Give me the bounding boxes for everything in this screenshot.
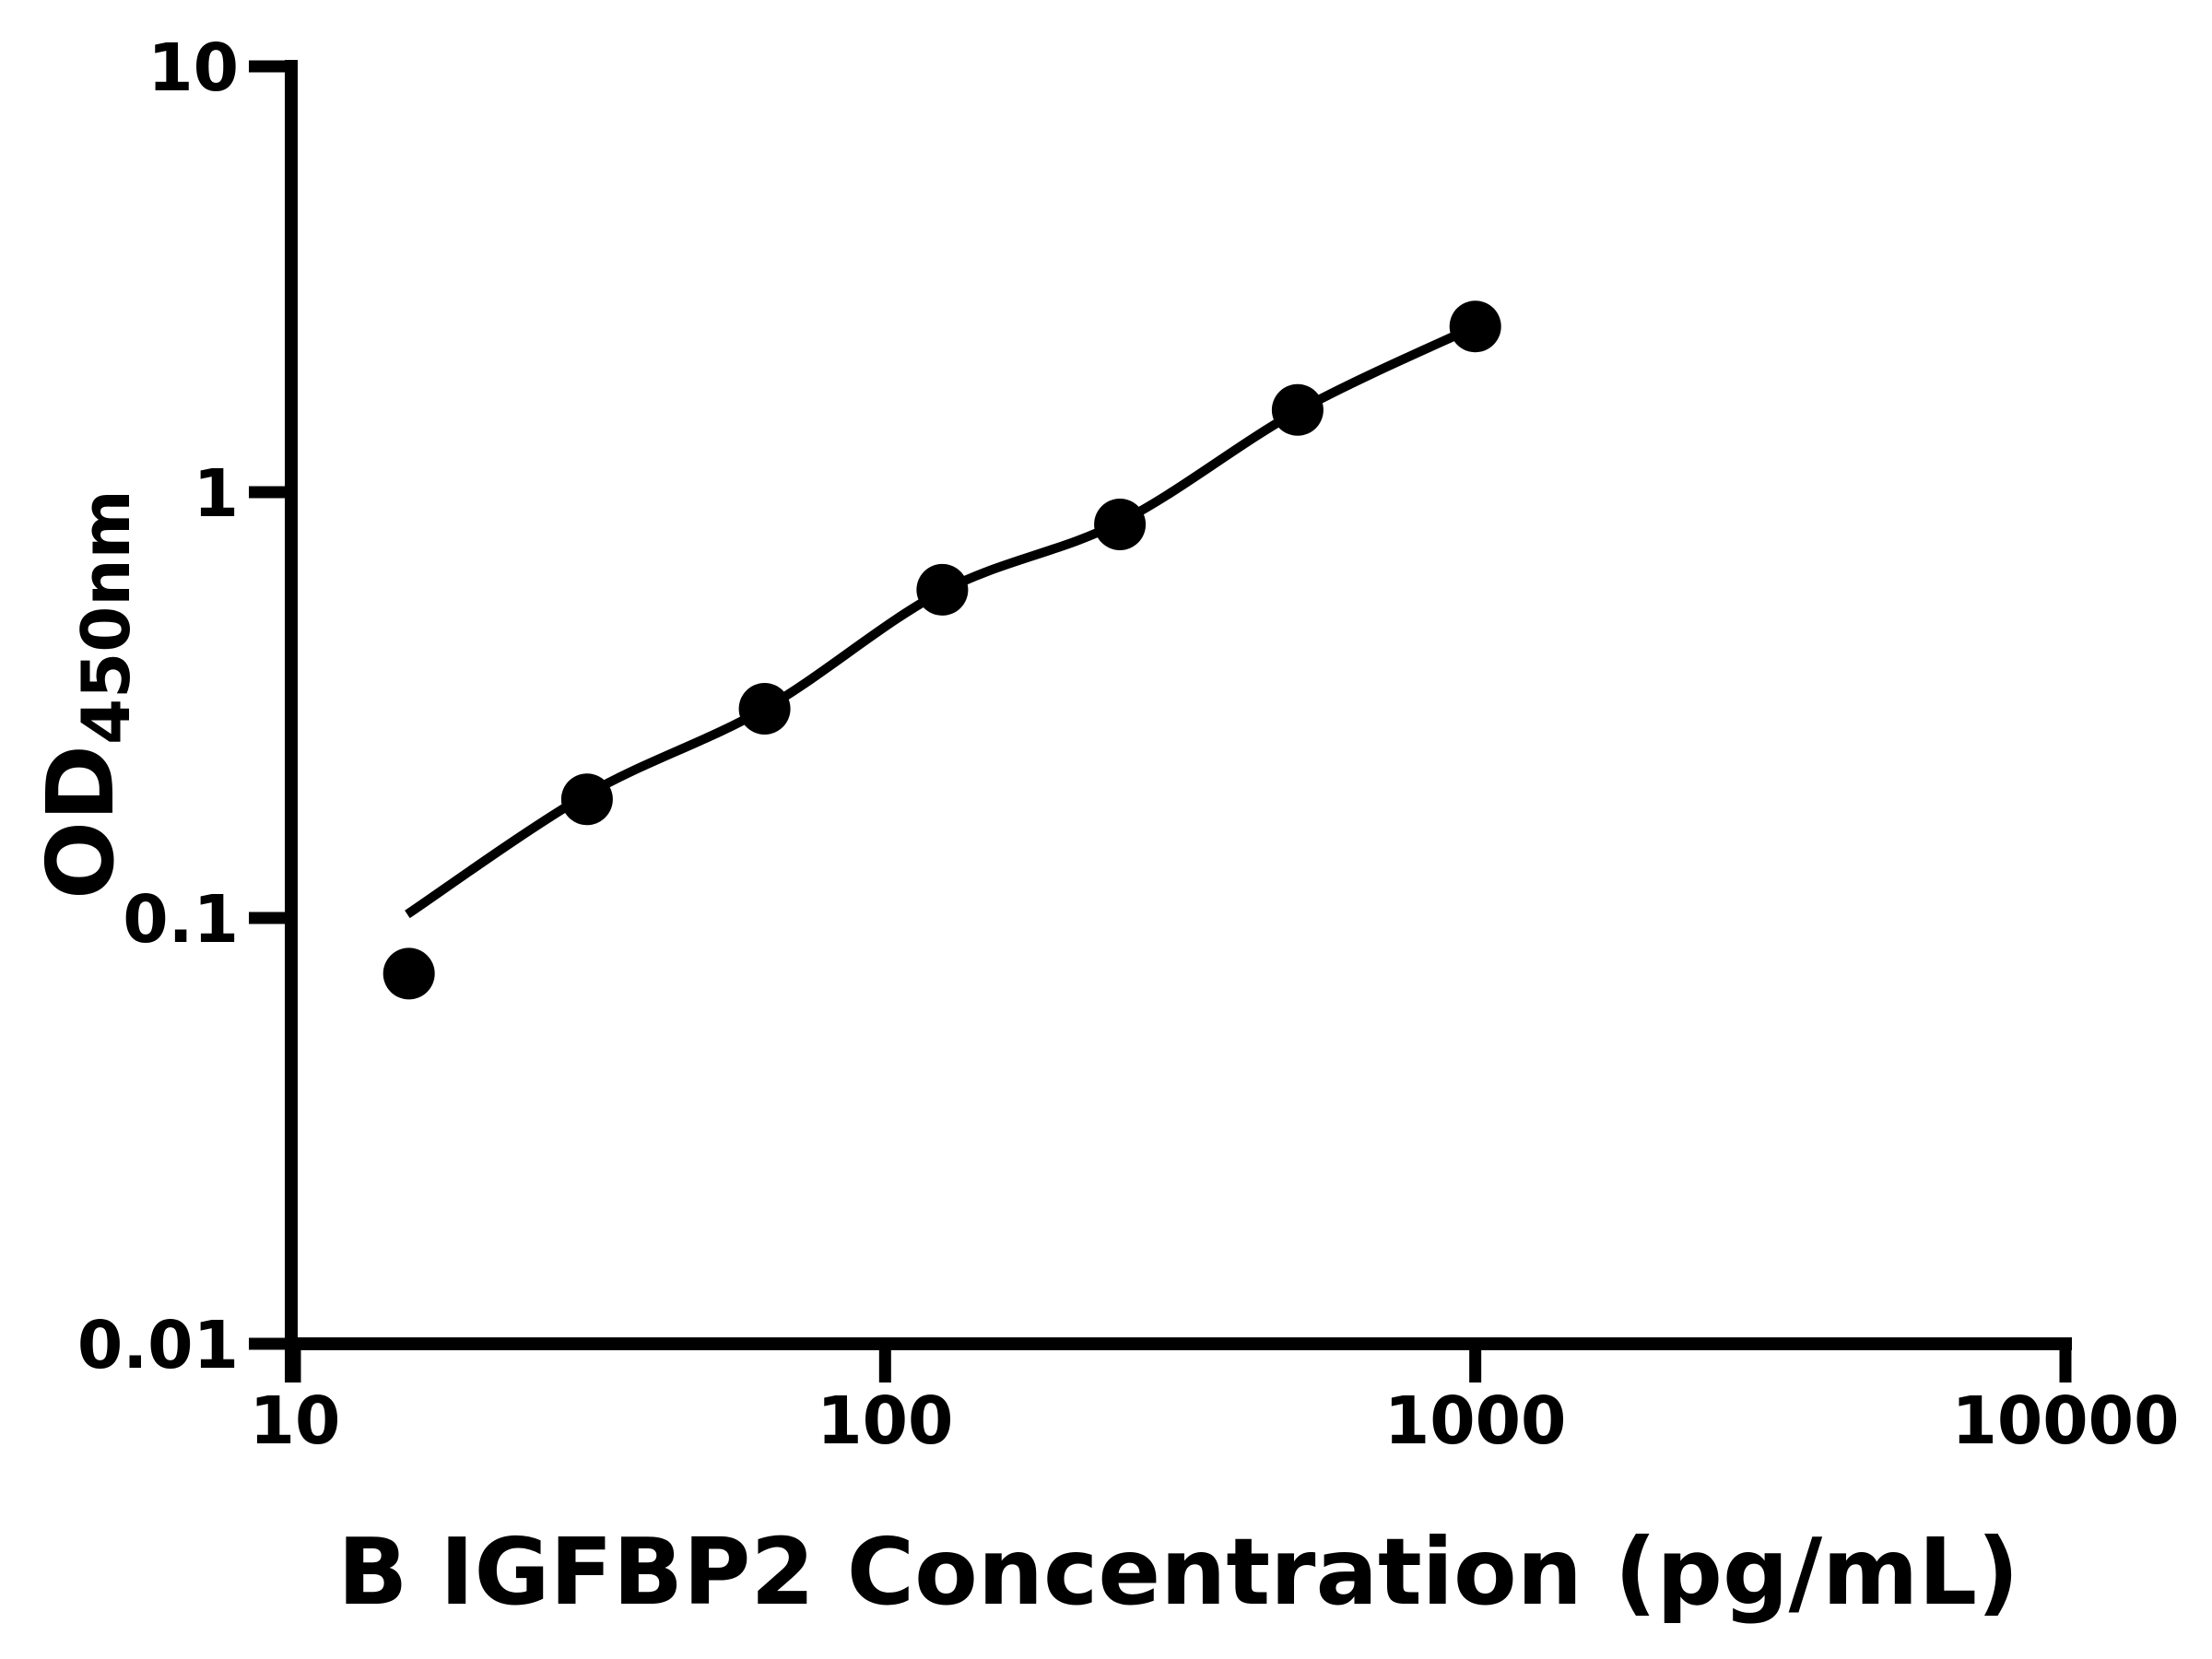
data-point (1449, 300, 1501, 353)
x-axis-tick-label: 100 (817, 1382, 953, 1459)
data-point (1271, 383, 1324, 436)
x-axis-tick-label: 1000 (1384, 1382, 1567, 1459)
data-point (916, 563, 969, 616)
x-axis-title: B IGFBP2 Concentration (pg/mL) (337, 1518, 2019, 1626)
y-axis-tick-label: 1 (194, 455, 239, 532)
y-axis-title-main: OD (27, 745, 135, 900)
x-axis-tick-label: 10 (250, 1382, 341, 1459)
y-axis-title-subscript: 450nm (67, 489, 145, 745)
y-axis-title: OD450nm (27, 489, 145, 900)
data-point (1094, 499, 1147, 550)
data-point (382, 947, 435, 1000)
x-axis-tick-label: 10000 (1951, 1382, 2179, 1459)
y-axis-tick-label: 0.01 (77, 1307, 239, 1383)
axis-titles: B IGFBP2 Concentration (pg/mL) OD450nm (27, 489, 2019, 1626)
data-series (382, 300, 1501, 1000)
data-point (560, 773, 613, 826)
y-axis-tick-label: 0.1 (123, 881, 239, 958)
y-axis-tick-label: 10 (147, 29, 239, 106)
data-point (738, 683, 791, 735)
axes (249, 60, 2072, 1382)
